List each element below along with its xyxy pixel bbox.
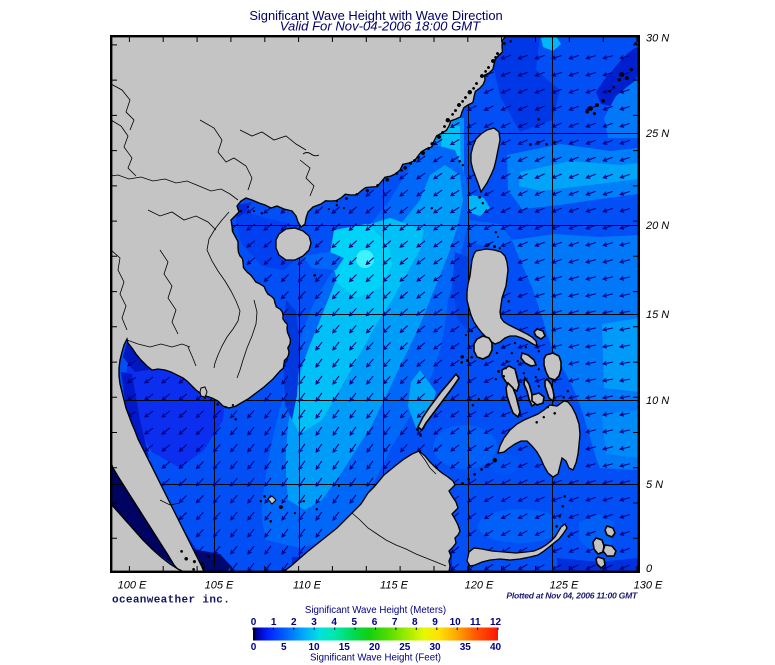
svg-text:125 E: 125 E xyxy=(550,580,579,592)
svg-text:1: 1 xyxy=(271,617,277,628)
svg-text:5: 5 xyxy=(352,617,358,628)
svg-text:35: 35 xyxy=(460,642,472,653)
svg-text:7: 7 xyxy=(392,617,398,628)
svg-text:120 E: 120 E xyxy=(465,580,494,592)
svg-text:12: 12 xyxy=(490,617,502,628)
svg-text:Valid For Nov-04-2006 18:00 GM: Valid For Nov-04-2006 18:00 GMT xyxy=(280,19,481,34)
svg-text:40: 40 xyxy=(490,642,502,653)
svg-text:10 N: 10 N xyxy=(646,395,669,407)
svg-text:10: 10 xyxy=(450,617,462,628)
svg-text:25: 25 xyxy=(399,642,411,653)
svg-text:oceanweather inc.: oceanweather inc. xyxy=(112,595,230,607)
svg-text:11: 11 xyxy=(470,617,481,628)
svg-text:0: 0 xyxy=(251,642,257,653)
svg-text:5: 5 xyxy=(281,642,287,653)
svg-text:30 N: 30 N xyxy=(646,33,669,45)
svg-text:110 E: 110 E xyxy=(293,580,322,592)
svg-text:105 E: 105 E xyxy=(205,580,234,592)
svg-text:Plotted at Nov 04, 2006 11:00: Plotted at Nov 04, 2006 11:00 GMT xyxy=(506,591,638,601)
svg-text:9: 9 xyxy=(432,617,438,628)
svg-text:130 E: 130 E xyxy=(634,580,663,592)
svg-text:Significant Wave Height with W: Significant Wave Height with Wave Direct… xyxy=(249,8,502,23)
svg-text:2: 2 xyxy=(291,617,297,628)
svg-text:3: 3 xyxy=(311,617,317,628)
svg-text:100 E: 100 E xyxy=(118,580,147,592)
svg-text:25 N: 25 N xyxy=(645,128,669,140)
svg-text:8: 8 xyxy=(412,617,418,628)
svg-text:15 N: 15 N xyxy=(646,309,669,321)
svg-text:0: 0 xyxy=(251,617,257,628)
svg-text:Significant Wave Height (Meter: Significant Wave Height (Meters) xyxy=(305,605,446,616)
svg-text:115 E: 115 E xyxy=(380,580,409,592)
svg-text:6: 6 xyxy=(372,617,378,628)
svg-text:Significant Wave Height (Feet): Significant Wave Height (Feet) xyxy=(310,652,441,663)
svg-text:10: 10 xyxy=(308,642,320,653)
svg-text:15: 15 xyxy=(339,642,351,653)
svg-text:5 N: 5 N xyxy=(646,479,663,491)
svg-text:20 N: 20 N xyxy=(645,220,669,232)
svg-text:0: 0 xyxy=(646,563,653,575)
svg-text:20: 20 xyxy=(369,642,381,653)
svg-text:30: 30 xyxy=(429,642,441,653)
svg-text:4: 4 xyxy=(331,617,337,628)
